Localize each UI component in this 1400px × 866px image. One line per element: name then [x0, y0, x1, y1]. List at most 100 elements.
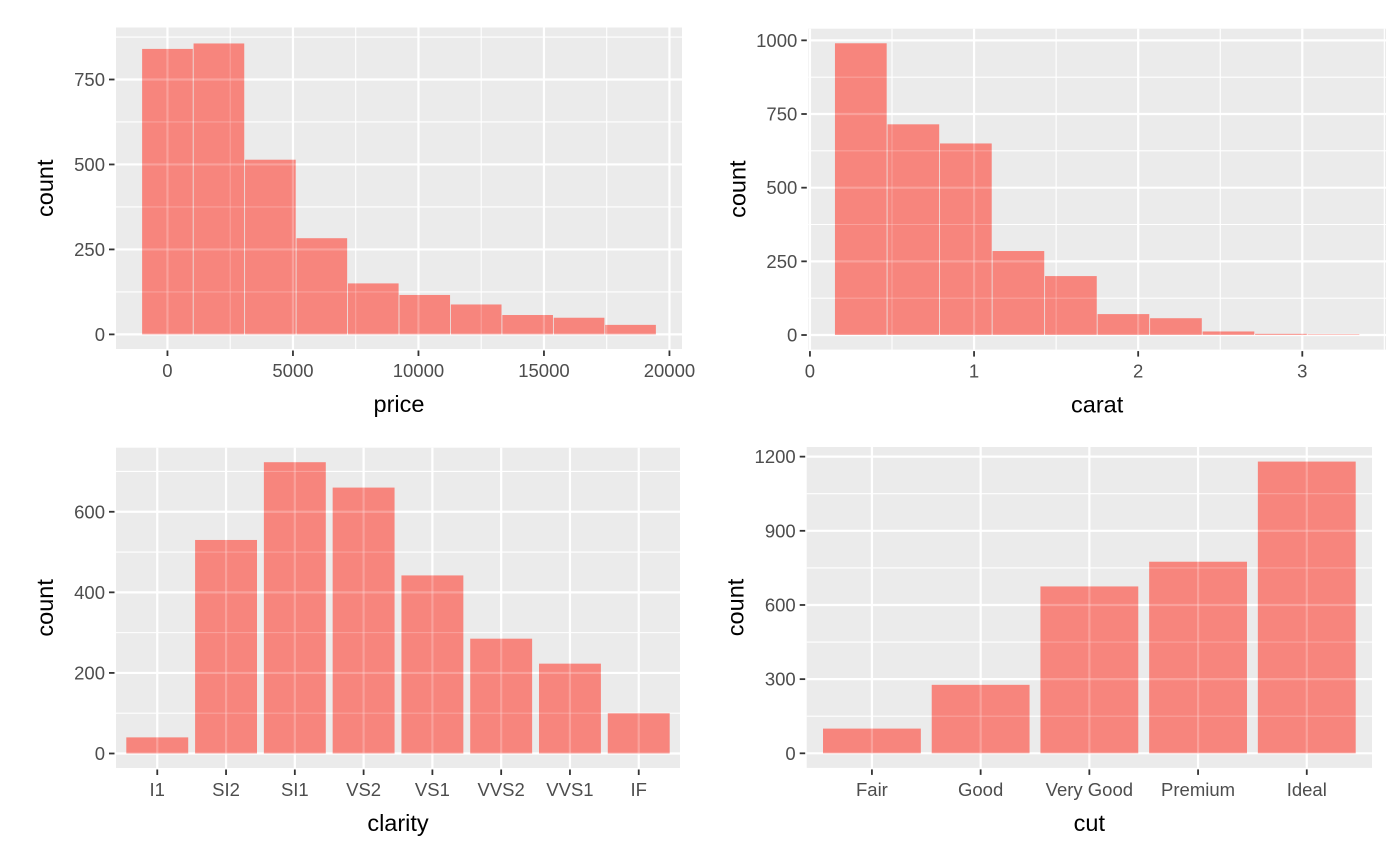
y-tick-label: 0 — [95, 324, 105, 345]
bar-i1 — [126, 737, 189, 754]
bar-if — [607, 713, 670, 754]
x-tick-label: VVS2 — [478, 779, 525, 800]
histogram-bin-2 — [939, 143, 992, 336]
bars — [834, 43, 1360, 336]
chart-carat-histogram: 0 250 500 750 1000 0 1 2 3 carat count — [700, 0, 1400, 433]
x-tick-label: VVS1 — [546, 779, 593, 800]
y-tick-label: 600 — [74, 501, 105, 522]
bar-good — [931, 684, 1030, 754]
y-tick-label: 500 — [766, 177, 797, 198]
histogram-bin-9 — [1307, 334, 1360, 336]
chart-cut-barchart: 0 300 600 900 1200 Fair Good Very Good Premium Id… — [700, 433, 1400, 866]
y-tick-label: 300 — [765, 669, 796, 690]
x-tick-label: 1 — [969, 361, 979, 382]
tick-labels: 0 300 600 900 1200 Fair Good Very Good Premium Id… — [755, 446, 1327, 800]
histogram-bin-6 — [1150, 318, 1202, 336]
x-tick-label: IF — [631, 779, 647, 800]
x-tick-label: Ideal — [1287, 779, 1327, 800]
y-tick-label: 250 — [74, 239, 105, 260]
histogram-bin-4 — [347, 283, 399, 335]
x-tick-label: I1 — [150, 779, 165, 800]
bar-vvs1 — [539, 663, 601, 754]
y-axis-title: count — [724, 160, 750, 218]
y-tick-label: 1000 — [756, 30, 797, 51]
histogram-bin-1 — [887, 124, 940, 336]
y-tick-label: 500 — [74, 154, 105, 175]
x-tick-label: SI1 — [281, 779, 309, 800]
tick-labels: 0 250 500 750 1000 0 1 2 3 — [756, 30, 1307, 382]
histogram-bin-4 — [1045, 276, 1097, 336]
bar-si2 — [195, 539, 257, 754]
histogram-bin-0 — [142, 48, 193, 335]
x-axis-title: price — [374, 391, 425, 417]
carat-histogram-svg: 0 250 500 750 1000 0 1 2 3 carat count — [724, 28, 1386, 418]
bar-fair — [823, 728, 921, 754]
y-tick-label: 1200 — [755, 446, 796, 467]
histogram-bin-8 — [553, 317, 605, 335]
y-tick-label: 750 — [766, 104, 797, 125]
histogram-bin-2 — [245, 159, 296, 335]
bar-vs1 — [401, 575, 464, 754]
bar-si1 — [263, 462, 326, 754]
histogram-bin-3 — [296, 238, 348, 335]
histogram-bin-6 — [450, 304, 502, 335]
bar-very-good — [1040, 586, 1139, 754]
y-axis-title: count — [723, 578, 749, 636]
clarity-barchart-svg: 0 200 400 600 I1 SI2 SI1 VS2 VS1 VVS2 VVS1 IF clarit… — [32, 447, 680, 836]
y-tick-label: 600 — [765, 594, 796, 615]
y-tick-label: 750 — [74, 69, 105, 90]
y-tick-label: 0 — [785, 743, 795, 764]
x-tick-label: 2 — [1133, 361, 1143, 382]
x-tick-label: 5000 — [272, 360, 313, 381]
histogram-bin-5 — [399, 294, 451, 335]
x-tick-label: VS1 — [415, 779, 450, 800]
x-tick-label: SI2 — [212, 779, 240, 800]
x-tick-label: VS2 — [346, 779, 381, 800]
histogram-bin-8 — [1255, 333, 1307, 336]
y-tick-label: 0 — [787, 325, 797, 346]
gridlines-overlay — [116, 27, 682, 349]
histogram-bin-7 — [1202, 331, 1255, 336]
x-tick-label: Fair — [856, 779, 888, 800]
bar-ideal — [1257, 461, 1356, 754]
x-tick-label: 20000 — [644, 360, 695, 381]
y-axis-title: count — [32, 159, 58, 217]
tick-labels: 0 200 400 600 I1 SI2 SI1 VS2 VS1 VVS2 VVS1 IF — [74, 501, 647, 800]
tick-marks — [109, 78, 671, 356]
gridlines-overlay — [808, 28, 1386, 350]
x-tick-label: 10000 — [393, 360, 444, 381]
chart-price-histogram: 0 250 500 750 0 5000 10000 15000 20000 price count — [0, 0, 700, 433]
histogram-bin-1 — [193, 43, 245, 335]
bars — [142, 43, 656, 335]
bars — [126, 462, 670, 754]
y-axis-title: count — [32, 579, 58, 637]
histogram-bin-3 — [992, 251, 1045, 336]
bar-vs2 — [332, 487, 395, 754]
price-histogram-svg: 0 250 500 750 0 5000 10000 15000 20000 price count — [32, 27, 695, 417]
x-tick-label: Premium — [1161, 779, 1235, 800]
cut-barchart-svg: 0 300 600 900 1200 Fair Good Very Good Premium Id… — [723, 446, 1372, 836]
bar-premium — [1149, 561, 1247, 754]
x-tick-label: 15000 — [518, 360, 569, 381]
chart-clarity-barchart: 0 200 400 600 I1 SI2 SI1 VS2 VS1 VVS2 VVS1 IF clarit… — [0, 433, 700, 866]
gridlines-overlay — [806, 447, 1372, 768]
x-tick-label: 0 — [805, 361, 815, 382]
y-tick-label: 250 — [766, 251, 797, 272]
histogram-bin-5 — [1097, 314, 1150, 336]
x-tick-label: 3 — [1297, 361, 1307, 382]
x-axis-title: carat — [1071, 392, 1124, 418]
tick-labels: 0 250 500 750 0 5000 10000 15000 20000 — [74, 69, 695, 381]
bars — [823, 461, 1356, 754]
y-tick-label: 400 — [74, 582, 105, 603]
gridlines-overlay — [116, 447, 680, 768]
y-tick-label: 900 — [765, 520, 796, 541]
x-axis-title: cut — [1074, 810, 1106, 836]
x-axis-title: clarity — [367, 810, 429, 836]
x-tick-label: 0 — [162, 360, 172, 381]
histogram-bin-0 — [834, 43, 887, 336]
tick-marks — [801, 39, 1304, 357]
y-tick-label: 0 — [95, 743, 105, 764]
tick-marks — [109, 510, 640, 775]
bar-vvs2 — [470, 638, 533, 754]
